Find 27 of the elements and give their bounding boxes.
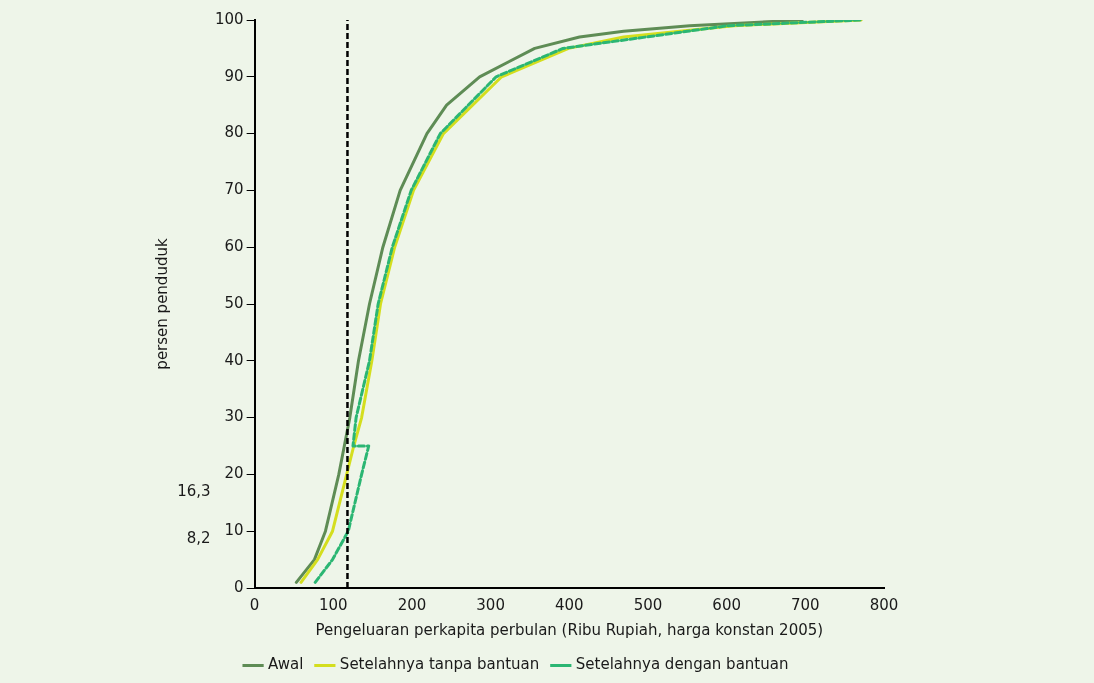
- x-axis-title: Pengeluaran perkapita perbulan (Ribu Rupiah, harga konstan 2005): [315, 620, 824, 639]
- x-tick-label: 400: [554, 595, 584, 614]
- y-tick-label: 80: [224, 123, 244, 142]
- x-tick-label: 200: [397, 595, 427, 614]
- y-tick-label: 50: [224, 293, 244, 312]
- x-tick-label: 0: [249, 595, 260, 614]
- x-tick-label: 600: [712, 595, 741, 614]
- text: 8,2: [186, 528, 211, 547]
- y-tick-label: 20: [224, 464, 244, 483]
- y-tick-label: 40: [224, 350, 244, 369]
- x-tick-label: 300: [476, 595, 505, 614]
- x-tick-label: 700: [791, 595, 820, 614]
- x-tick-label: 500: [633, 595, 663, 614]
- y-tick-label: 60: [224, 237, 244, 256]
- x-tick-label: 800: [869, 595, 899, 614]
- y-axis-title: persen penduduk: [152, 238, 171, 370]
- text: 16,3: [177, 481, 211, 500]
- y-tick-label: 0: [234, 577, 244, 596]
- y-tick-label: 100: [214, 9, 244, 28]
- y-tick-label: 70: [224, 180, 244, 199]
- y-tick-label: 90: [224, 66, 244, 85]
- legend-label: Awal: [268, 655, 304, 674]
- x-tick-label: 100: [318, 595, 348, 614]
- y-tick-label: 30: [224, 407, 244, 426]
- legend-label: Setelahnya dengan bantuan: [575, 655, 789, 674]
- y-tick-label: 10: [224, 521, 244, 540]
- legend-label: Setelahnya tanpa bantuan: [339, 655, 540, 674]
